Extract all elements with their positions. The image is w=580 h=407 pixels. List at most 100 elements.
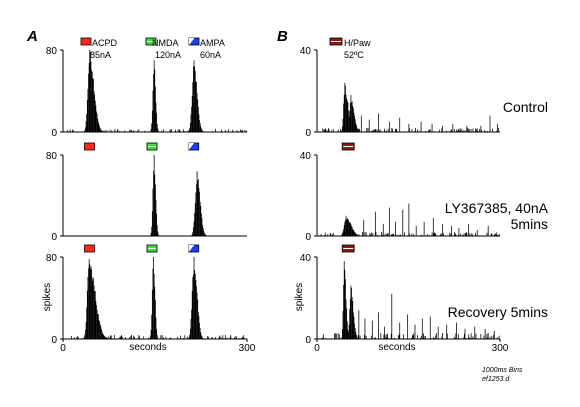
histogram-bar xyxy=(226,337,228,339)
histogram-bar xyxy=(391,233,393,236)
histogram-bar xyxy=(199,328,201,339)
histogram-bar xyxy=(111,130,113,132)
histogram-bar xyxy=(350,224,352,236)
histogram-bar xyxy=(70,335,72,339)
legend-dose-hpaw: 52ºC xyxy=(344,50,364,60)
panel-label-a: A xyxy=(26,28,38,45)
histogram-bar xyxy=(472,336,474,339)
histogram-bar xyxy=(343,224,345,236)
histogram-bar xyxy=(457,234,459,236)
histogram-bar xyxy=(376,129,378,132)
histogram-bar xyxy=(375,129,377,132)
histogram-bar xyxy=(496,232,498,236)
histogram-bar xyxy=(332,232,334,236)
histogram-bar xyxy=(395,128,397,132)
histogram-bar xyxy=(345,299,347,339)
histogram-bar xyxy=(349,102,351,132)
histogram-bar xyxy=(186,336,188,339)
histogram-bar xyxy=(160,335,162,339)
histogram-bar xyxy=(350,95,352,132)
histogram-bar xyxy=(240,129,242,132)
histogram-bar xyxy=(150,335,151,339)
histogram-bar xyxy=(349,298,351,339)
histogram-bar xyxy=(391,293,393,339)
histogram-bar xyxy=(484,328,486,339)
histogram-bar xyxy=(151,123,153,132)
histogram-bar xyxy=(212,337,213,339)
y-tick-label: 40 xyxy=(300,253,312,264)
histogram-bar xyxy=(83,336,85,339)
histogram-bar xyxy=(158,234,159,236)
histogram-bar xyxy=(432,337,434,339)
histogram-bar xyxy=(371,232,373,236)
histogram-bar xyxy=(152,268,154,339)
histogram-bar xyxy=(352,229,354,236)
histogram-bar xyxy=(240,130,242,132)
histogram-bar xyxy=(353,316,355,339)
y-tick-label: 0 xyxy=(305,335,311,346)
histogram-bar xyxy=(211,337,213,339)
histogram-bar xyxy=(192,231,194,236)
histogram-bar xyxy=(435,333,437,339)
histogram-bar xyxy=(454,232,456,236)
histogram-bar xyxy=(198,316,200,339)
histogram-bar xyxy=(198,114,200,132)
histogram-bar xyxy=(89,50,91,132)
histogram-bar xyxy=(148,337,150,339)
x-axis-label-a: seconds xyxy=(129,342,166,353)
histogram-bar xyxy=(77,336,79,339)
histogram-bar xyxy=(472,128,474,132)
histogram-bar xyxy=(120,336,122,339)
histogram-bar xyxy=(356,233,357,236)
histogram-bar xyxy=(184,335,186,339)
y-tick-label: 80 xyxy=(46,253,58,264)
histogram-bar xyxy=(354,323,355,339)
histogram-bar xyxy=(191,95,193,132)
histogram-bar xyxy=(431,123,433,132)
histogram-bar xyxy=(202,227,204,236)
y-tick-label: 0 xyxy=(51,128,57,139)
histogram-bar xyxy=(409,128,410,132)
histogram-bar xyxy=(88,73,89,132)
y-tick-label: 40 xyxy=(300,151,312,162)
histogram-bar xyxy=(367,127,369,132)
histogram-bar xyxy=(120,336,121,339)
histogram-bar xyxy=(334,333,335,339)
histogram-bar xyxy=(471,233,473,236)
histogram-bar xyxy=(470,128,472,132)
histogram-bar xyxy=(408,203,410,236)
histogram-bar xyxy=(347,329,349,339)
histogram-bar xyxy=(110,335,111,339)
histogram-bar xyxy=(93,285,95,339)
histogram-bar xyxy=(157,128,159,132)
histogram-bar xyxy=(190,319,192,339)
histogram-bar xyxy=(372,129,374,132)
histogram-bar xyxy=(377,234,379,236)
histogram-bar xyxy=(352,229,354,236)
histogram-bar xyxy=(434,232,435,236)
histogram-bar xyxy=(169,130,170,132)
histogram-bar xyxy=(188,336,190,339)
histogram-bar xyxy=(96,113,98,132)
histogram-bar xyxy=(100,129,102,132)
histogram-bar xyxy=(364,232,366,236)
histogram-bar xyxy=(342,233,343,236)
histogram-bar xyxy=(129,130,130,132)
histogram-bar xyxy=(387,233,388,236)
histogram-bar xyxy=(349,308,351,339)
histogram-bar xyxy=(355,123,357,132)
histogram-bar xyxy=(465,232,467,236)
histogram-bar xyxy=(137,130,138,132)
histogram-bar xyxy=(342,311,344,339)
histogram-bar xyxy=(187,130,189,132)
histogram-bar xyxy=(407,314,409,339)
histogram-bar xyxy=(154,174,156,236)
histogram-bar xyxy=(421,234,423,236)
histogram-bar xyxy=(393,233,395,236)
histogram-bar xyxy=(342,329,343,339)
histogram-bar xyxy=(387,128,389,132)
histogram-bar xyxy=(97,121,99,132)
histogram-bar xyxy=(196,286,197,339)
histogram-bar xyxy=(341,234,343,236)
